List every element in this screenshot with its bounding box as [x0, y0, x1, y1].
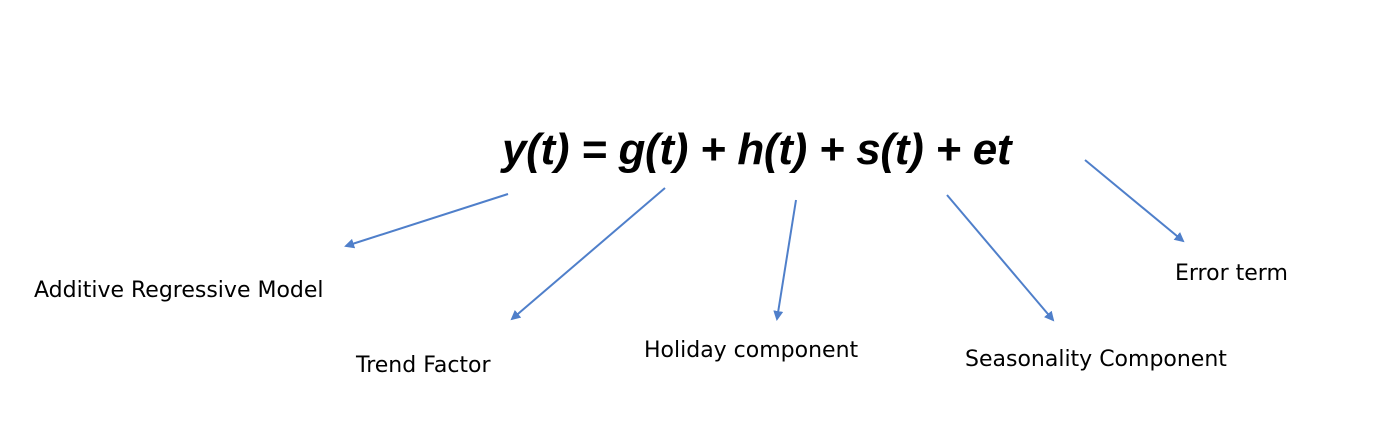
label-seasonality-component: Seasonality Component: [965, 347, 1227, 372]
arrow-to-trend-factor: [510, 187, 666, 321]
label-trend-factor: Trend Factor: [356, 353, 491, 378]
arrow-to-error-term: [1084, 159, 1185, 243]
arrow-to-seasonality-component: [946, 194, 1055, 322]
arrow-to-holiday-component: [773, 199, 797, 321]
label-error-term: Error term: [1175, 261, 1288, 286]
label-holiday-component: Holiday component: [644, 338, 859, 363]
arrow-to-additive-model: [344, 193, 509, 249]
label-additive-regressive-model: Additive Regressive Model: [34, 278, 324, 303]
prophet-equation: y(t) = g(t) + h(t) + s(t) + et: [502, 125, 1012, 174]
